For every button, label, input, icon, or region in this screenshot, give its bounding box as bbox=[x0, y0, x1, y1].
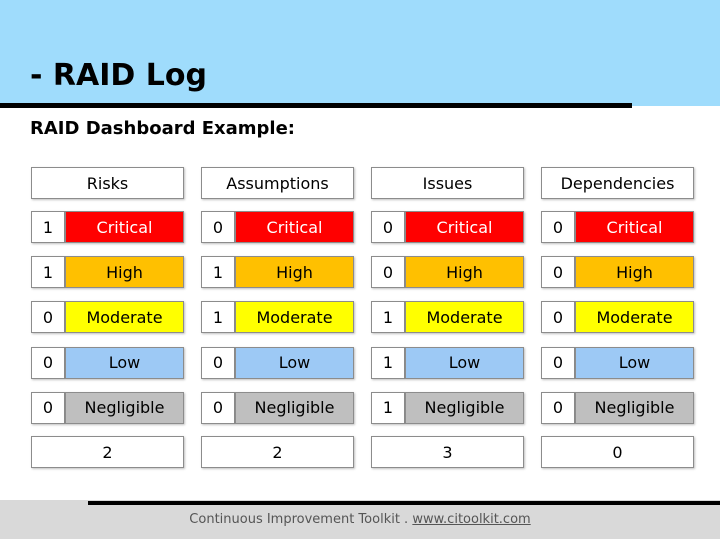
subtitle: RAID Dashboard Example: bbox=[30, 118, 296, 139]
level-label: Negligible bbox=[405, 391, 524, 424]
count: 0 bbox=[541, 346, 575, 379]
count: 0 bbox=[371, 256, 405, 289]
column-header: Risks bbox=[31, 167, 184, 199]
total: 3 bbox=[371, 436, 524, 468]
level-label: High bbox=[235, 256, 354, 289]
count: 1 bbox=[31, 256, 65, 289]
title: - RAID Log bbox=[30, 58, 207, 93]
level-label: Low bbox=[235, 346, 354, 379]
column-header: Assumptions bbox=[201, 167, 354, 199]
header-rule bbox=[0, 103, 632, 108]
count: 1 bbox=[371, 391, 405, 424]
count: 1 bbox=[201, 256, 235, 289]
level-label: High bbox=[405, 256, 524, 289]
column-header: Dependencies bbox=[541, 167, 694, 199]
footer-rule bbox=[88, 501, 720, 505]
level-label: Moderate bbox=[405, 301, 524, 334]
count: 0 bbox=[31, 301, 65, 334]
count: 0 bbox=[371, 211, 405, 243]
level-label: Negligible bbox=[65, 391, 184, 424]
count: 1 bbox=[371, 301, 405, 334]
count: 1 bbox=[371, 346, 405, 379]
total: 0 bbox=[541, 436, 694, 468]
level-label: High bbox=[575, 256, 694, 289]
count: 0 bbox=[201, 211, 235, 243]
count: 0 bbox=[31, 346, 65, 379]
level-label: Moderate bbox=[575, 301, 694, 334]
footer-text: Continuous Improvement Toolkit . bbox=[189, 512, 409, 527]
total: 2 bbox=[31, 436, 184, 468]
footer: Continuous Improvement Toolkit . www.cit… bbox=[0, 512, 720, 527]
level-label: Low bbox=[575, 346, 694, 379]
level-label: Critical bbox=[65, 211, 184, 243]
footer-band bbox=[0, 500, 720, 539]
column-header: Issues bbox=[371, 167, 524, 199]
level-label: Moderate bbox=[65, 301, 184, 334]
level-label: Critical bbox=[405, 211, 524, 243]
level-label: Moderate bbox=[235, 301, 354, 334]
count: 0 bbox=[541, 256, 575, 289]
count: 0 bbox=[541, 301, 575, 334]
header-band bbox=[0, 0, 720, 106]
level-label: Critical bbox=[575, 211, 694, 243]
level-label: Negligible bbox=[235, 391, 354, 424]
count: 0 bbox=[541, 211, 575, 243]
level-label: Critical bbox=[235, 211, 354, 243]
level-label: Low bbox=[65, 346, 184, 379]
count: 0 bbox=[541, 391, 575, 424]
count: 0 bbox=[31, 391, 65, 424]
count: 0 bbox=[201, 391, 235, 424]
level-label: High bbox=[65, 256, 184, 289]
level-label: Negligible bbox=[575, 391, 694, 424]
level-label: Low bbox=[405, 346, 524, 379]
count: 0 bbox=[201, 346, 235, 379]
count: 1 bbox=[31, 211, 65, 243]
count: 1 bbox=[201, 301, 235, 334]
footer-link[interactable]: www.citoolkit.com bbox=[412, 512, 531, 527]
total: 2 bbox=[201, 436, 354, 468]
